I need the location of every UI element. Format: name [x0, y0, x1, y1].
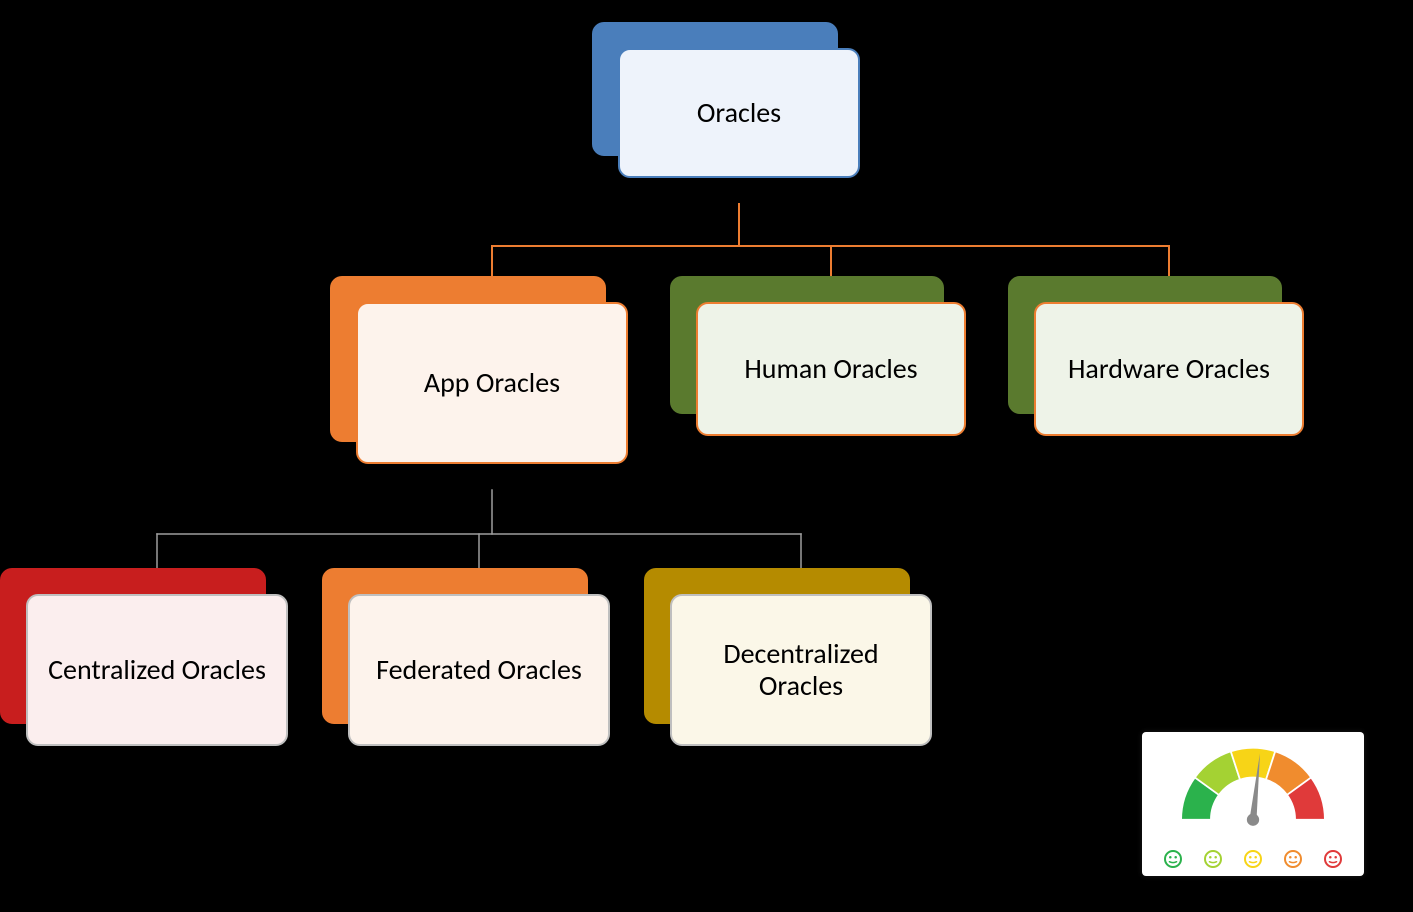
node-centralized-oracles-label: Centralized Oracles: [48, 654, 266, 686]
node-centralized-oracles: Centralized Oracles: [0, 568, 288, 746]
gauge-face-icon: [1164, 850, 1182, 868]
node-app-oracles: App Oracles: [330, 276, 628, 464]
node-app-oracles-label: App Oracles: [424, 367, 560, 399]
node-human-oracles-label: Human Oracles: [744, 353, 917, 385]
node-hardware-oracles-label: Hardware Oracles: [1068, 353, 1270, 385]
gauge-face-icon: [1244, 850, 1262, 868]
gauge-face-icon: [1284, 850, 1302, 868]
node-oracles: Oracles: [592, 22, 860, 178]
node-decentralized-oracles-label: Decentralized Oracles: [686, 638, 916, 702]
node-decentralized-oracles: Decentralized Oracles: [644, 568, 932, 746]
node-human-oracles: Human Oracles: [670, 276, 966, 436]
node-federated-oracles-label: Federated Oracles: [376, 654, 582, 686]
node-oracles-label: Oracles: [697, 97, 781, 129]
node-federated-oracles: Federated Oracles: [322, 568, 610, 746]
gauge-meter-icon: [1142, 732, 1364, 876]
gauge-face-icon: [1324, 850, 1342, 868]
gauge-faces: [1142, 850, 1364, 868]
node-hardware-oracles: Hardware Oracles: [1008, 276, 1304, 436]
gauge-face-icon: [1204, 850, 1222, 868]
